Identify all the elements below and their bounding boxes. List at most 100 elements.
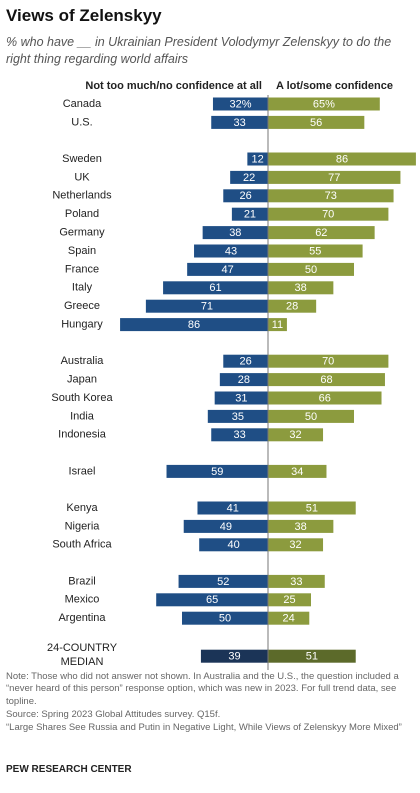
value-label: 77 bbox=[328, 172, 340, 184]
value-label: 70 bbox=[322, 209, 334, 221]
bar bbox=[268, 299, 317, 313]
bar bbox=[187, 262, 268, 276]
category-label: Kenya bbox=[66, 502, 98, 514]
bar bbox=[268, 464, 327, 478]
category-label: South Korea bbox=[51, 392, 113, 404]
value-label: 38 bbox=[229, 227, 241, 239]
bar bbox=[200, 649, 268, 663]
value-label: 56 bbox=[310, 117, 322, 129]
value-label: 33 bbox=[233, 117, 245, 129]
bar bbox=[268, 207, 389, 221]
value-label: 51 bbox=[306, 502, 318, 514]
bar bbox=[268, 115, 365, 129]
bar bbox=[207, 409, 268, 423]
bar bbox=[268, 373, 385, 387]
value-label: 51 bbox=[306, 651, 318, 663]
bar bbox=[211, 428, 268, 442]
bar bbox=[230, 170, 268, 184]
bar bbox=[182, 611, 268, 625]
category-label: Sweden bbox=[62, 153, 102, 165]
value-label: 52 bbox=[217, 576, 229, 588]
category-label: Brazil bbox=[68, 575, 96, 587]
category-label: U.S. bbox=[71, 116, 92, 128]
value-label: 34 bbox=[291, 466, 303, 478]
value-label: 59 bbox=[211, 466, 223, 478]
bar bbox=[219, 373, 268, 387]
value-label: 68 bbox=[320, 374, 332, 386]
value-label: 38 bbox=[295, 282, 307, 294]
value-label: 70 bbox=[322, 356, 334, 368]
value-label: 21 bbox=[244, 209, 256, 221]
value-label: 24 bbox=[283, 613, 295, 625]
category-label: Japan bbox=[67, 374, 97, 386]
value-label: 86 bbox=[336, 153, 348, 165]
category-label: Netherlands bbox=[52, 190, 112, 202]
category-label: Spain bbox=[68, 245, 96, 257]
value-label: 65 bbox=[206, 594, 218, 606]
value-label: 49 bbox=[220, 521, 232, 533]
bar bbox=[166, 464, 268, 478]
bar bbox=[268, 501, 356, 515]
bar bbox=[223, 354, 268, 368]
category-label: UK bbox=[74, 171, 90, 183]
median-label: 24-COUNTRY bbox=[47, 642, 118, 654]
value-label: 86 bbox=[188, 319, 200, 331]
value-label: 62 bbox=[315, 227, 327, 239]
value-label: 32 bbox=[289, 539, 301, 551]
bar bbox=[268, 391, 382, 405]
category-label: Greece bbox=[64, 300, 100, 312]
bar bbox=[197, 501, 268, 515]
bar bbox=[211, 115, 268, 129]
category-label: Israel bbox=[69, 465, 96, 477]
value-label: 28 bbox=[286, 301, 298, 313]
bar bbox=[199, 538, 268, 552]
report-title: “Large Shares See Russia and Putin in Ne… bbox=[6, 722, 402, 734]
value-label: 39 bbox=[228, 651, 240, 663]
bar bbox=[268, 574, 325, 588]
bar bbox=[194, 244, 268, 258]
bar bbox=[231, 207, 268, 221]
value-label: 35 bbox=[232, 411, 244, 423]
category-label: Indonesia bbox=[58, 429, 107, 441]
bar bbox=[268, 170, 401, 184]
bar bbox=[268, 152, 416, 166]
bar bbox=[268, 97, 380, 111]
median-label: MEDIAN bbox=[61, 656, 104, 668]
value-label: 33 bbox=[233, 429, 245, 441]
bar bbox=[268, 611, 310, 625]
category-label: Argentina bbox=[58, 612, 106, 624]
value-label: 26 bbox=[240, 190, 252, 202]
bar bbox=[120, 318, 268, 332]
value-label: 11 bbox=[272, 319, 283, 331]
value-label: 61 bbox=[209, 282, 221, 294]
bar bbox=[268, 538, 324, 552]
bar bbox=[212, 97, 268, 111]
value-label: 32% bbox=[229, 98, 251, 110]
bar bbox=[268, 428, 324, 442]
category-label: Germany bbox=[59, 227, 105, 239]
value-label: 12 bbox=[252, 153, 264, 165]
note: Note: Those who did not answer not shown… bbox=[6, 671, 399, 707]
bar bbox=[178, 574, 268, 588]
organization: PEW RESEARCH CENTER bbox=[6, 764, 132, 775]
chart-subtitle: % who have __ in Ukrainian President Vol… bbox=[6, 35, 392, 66]
category-label: Hungary bbox=[61, 319, 103, 331]
legend-label: A lot/some confidence bbox=[276, 80, 393, 92]
value-label: 25 bbox=[283, 594, 295, 606]
category-label: Italy bbox=[72, 282, 93, 294]
bar bbox=[268, 318, 287, 332]
value-label: 50 bbox=[219, 613, 231, 625]
category-label: Australia bbox=[61, 355, 105, 367]
category-label: France bbox=[65, 263, 99, 275]
value-label: 32 bbox=[289, 429, 301, 441]
bar bbox=[223, 189, 268, 203]
value-label: 47 bbox=[221, 264, 233, 276]
bar bbox=[202, 226, 268, 240]
category-label: Canada bbox=[63, 98, 102, 110]
value-label: 50 bbox=[305, 411, 317, 423]
bar bbox=[268, 354, 389, 368]
bar bbox=[268, 649, 356, 663]
legend-label: Not too much/no confidence at all bbox=[85, 80, 262, 92]
